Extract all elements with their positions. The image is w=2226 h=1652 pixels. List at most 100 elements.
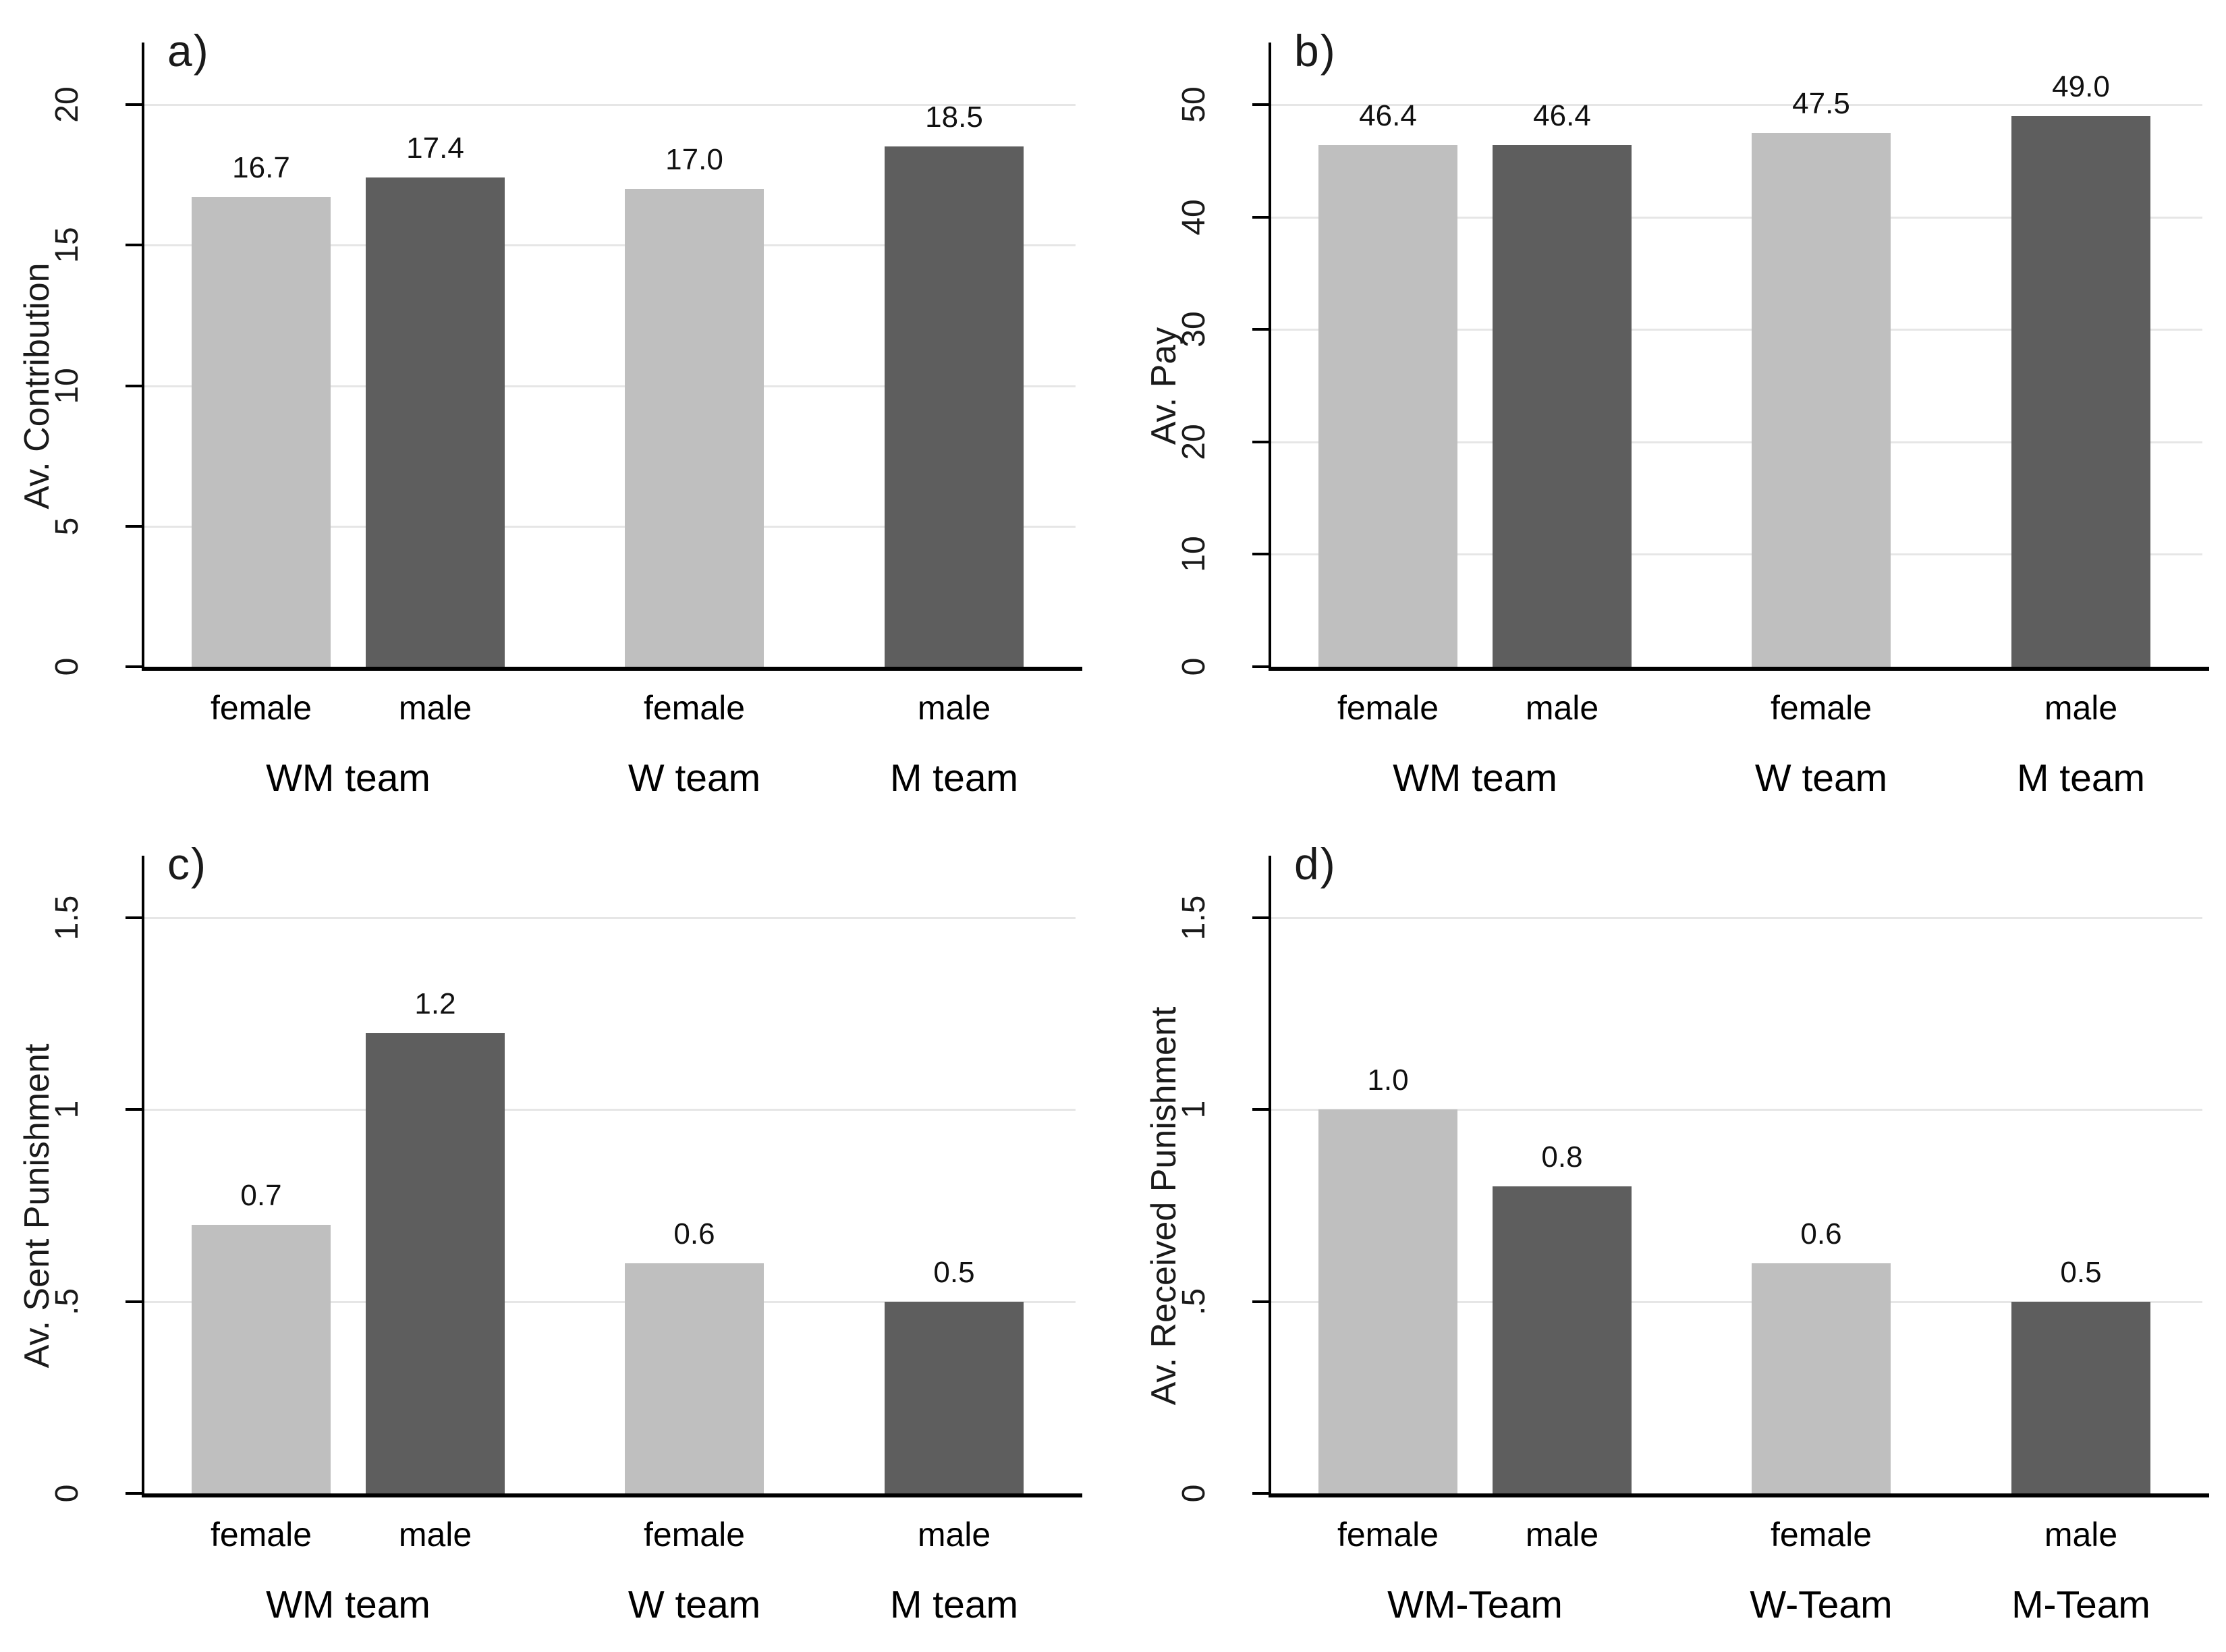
bar-c-Mteam-male [885,1302,1024,1493]
bar-b-WMteam-female [1318,145,1457,667]
gridline-b-50 [1269,104,2202,106]
gridline-c-1.5 [142,917,1076,919]
y-tick-b-20 [1252,440,1269,443]
group-label-a-2: M team [889,756,1019,800]
y-tick-d-1.5 [1252,916,1269,919]
y-tick-b-50 [1252,103,1269,106]
bar-value-label: 46.4 [1359,99,1417,132]
bar-value-label: 46.4 [1533,99,1591,132]
bar-b-Wteam-female [1752,133,1891,667]
y-tick-a-15 [126,244,142,247]
bar-c-WMteam-male [366,1033,505,1493]
y-tick-c-1 [126,1108,142,1111]
y-tick-d-0 [1252,1492,1269,1495]
y-tick-a-5 [126,524,142,528]
bar-value-label: 1.2 [414,987,456,1020]
category-label-male: male [2044,689,2118,727]
bar-value-label: 0.6 [1800,1217,1842,1250]
bar-a-Mteam-male [885,146,1024,667]
bar-a-WMteam-female [192,197,331,667]
bar-b-WMteam-male [1493,145,1632,667]
x-axis-b [1269,667,2209,671]
y-tick-c-0 [126,1492,142,1495]
y-axis-title-a: Av. Contribution [18,262,57,510]
category-label-male: male [1525,689,1599,727]
bar-value-label: 16.7 [232,151,290,184]
group-label-d-0: WM-Team [1387,1583,1563,1626]
y-axis-title-b: Av. Pay [1144,327,1184,445]
gridline-a-5 [142,525,1076,528]
bar-d-WM-Team-female [1318,1109,1457,1493]
group-label-b-2: M team [2016,756,2146,800]
gridline-a-20 [142,104,1076,106]
bar-value-label: 1.0 [1367,1064,1409,1097]
bar-value-label: 49.0 [2052,70,2110,103]
bar-d-W-Team-female [1752,1263,1891,1493]
y-tick-a-10 [126,384,142,387]
category-label-female: female [1770,1516,1872,1553]
group-label-a-1: W team [628,756,761,800]
gridline-b-10 [1269,553,2202,556]
bar-value-label: 0.6 [673,1217,715,1250]
y-tick-d-1 [1252,1108,1269,1111]
bar-value-label: 0.5 [933,1256,975,1289]
category-label-male: male [398,1516,472,1553]
gridline-d-1 [1269,1109,2202,1111]
panel-label-c: c) [167,839,207,889]
y-tick-b-10 [1252,553,1269,556]
bar-b-Mteam-male [2011,116,2150,667]
y-tick-b-0 [1252,665,1269,668]
bar-value-label: 18.5 [925,101,983,134]
group-label-c-0: WM team [266,1583,430,1626]
bar-value-label: 0.5 [2060,1256,2102,1289]
category-label-female: female [210,1516,312,1553]
category-label-female: female [643,689,746,727]
category-label-male: male [917,689,991,727]
category-label-male: male [398,689,472,727]
y-tick-a-20 [126,103,142,106]
y-tick-d-.5 [1252,1300,1269,1303]
x-axis-a [142,667,1082,671]
bar-value-label: 0.8 [1541,1140,1583,1174]
y-tick-c-.5 [126,1300,142,1303]
y-axis-title-d: Av. Received Punishment [1144,1006,1184,1405]
category-label-female: female [1337,689,1439,727]
x-axis-d [1269,1493,2209,1497]
gridline-a-15 [142,244,1076,247]
group-label-c-1: W team [628,1583,761,1626]
bar-value-label: 17.4 [406,132,464,165]
bar-value-label: 0.7 [240,1179,282,1212]
y-tick-c-1.5 [126,916,142,919]
group-label-b-1: W team [1754,756,1888,800]
y-tick-b-40 [1252,215,1269,219]
group-label-b-0: WM team [1393,756,1557,800]
category-label-male: male [917,1516,991,1553]
gridline-c-.5 [142,1300,1076,1303]
panel-label-d: d) [1294,839,1337,889]
bar-value-label: 17.0 [665,143,723,176]
category-label-male: male [2044,1516,2118,1553]
group-label-d-1: W-Team [1750,1583,1893,1626]
category-label-male: male [1525,1516,1599,1553]
y-axis-title-c: Av. Sent Punishment [18,1043,57,1368]
y-axis-b [1269,43,1271,667]
bar-c-Wteam-female [625,1263,764,1493]
panel-label-a: a) [167,26,210,76]
x-axis-c [142,1493,1082,1497]
gridline-a-10 [142,385,1076,387]
gridline-b-20 [1269,441,2202,443]
group-label-c-2: M team [889,1583,1019,1626]
gridline-b-30 [1269,329,2202,331]
y-tick-a-0 [126,665,142,668]
bar-value-label: 47.5 [1792,87,1850,120]
bar-d-WM-Team-male [1493,1186,1632,1493]
y-tick-b-30 [1252,328,1269,331]
panel-label-b: b) [1294,26,1337,76]
gridline-b-40 [1269,216,2202,219]
category-label-female: female [1337,1516,1439,1553]
bar-a-WMteam-male [366,177,505,667]
group-label-a-0: WM team [266,756,430,800]
bar-d-M-Team-male [2011,1302,2150,1493]
category-label-female: female [643,1516,746,1553]
